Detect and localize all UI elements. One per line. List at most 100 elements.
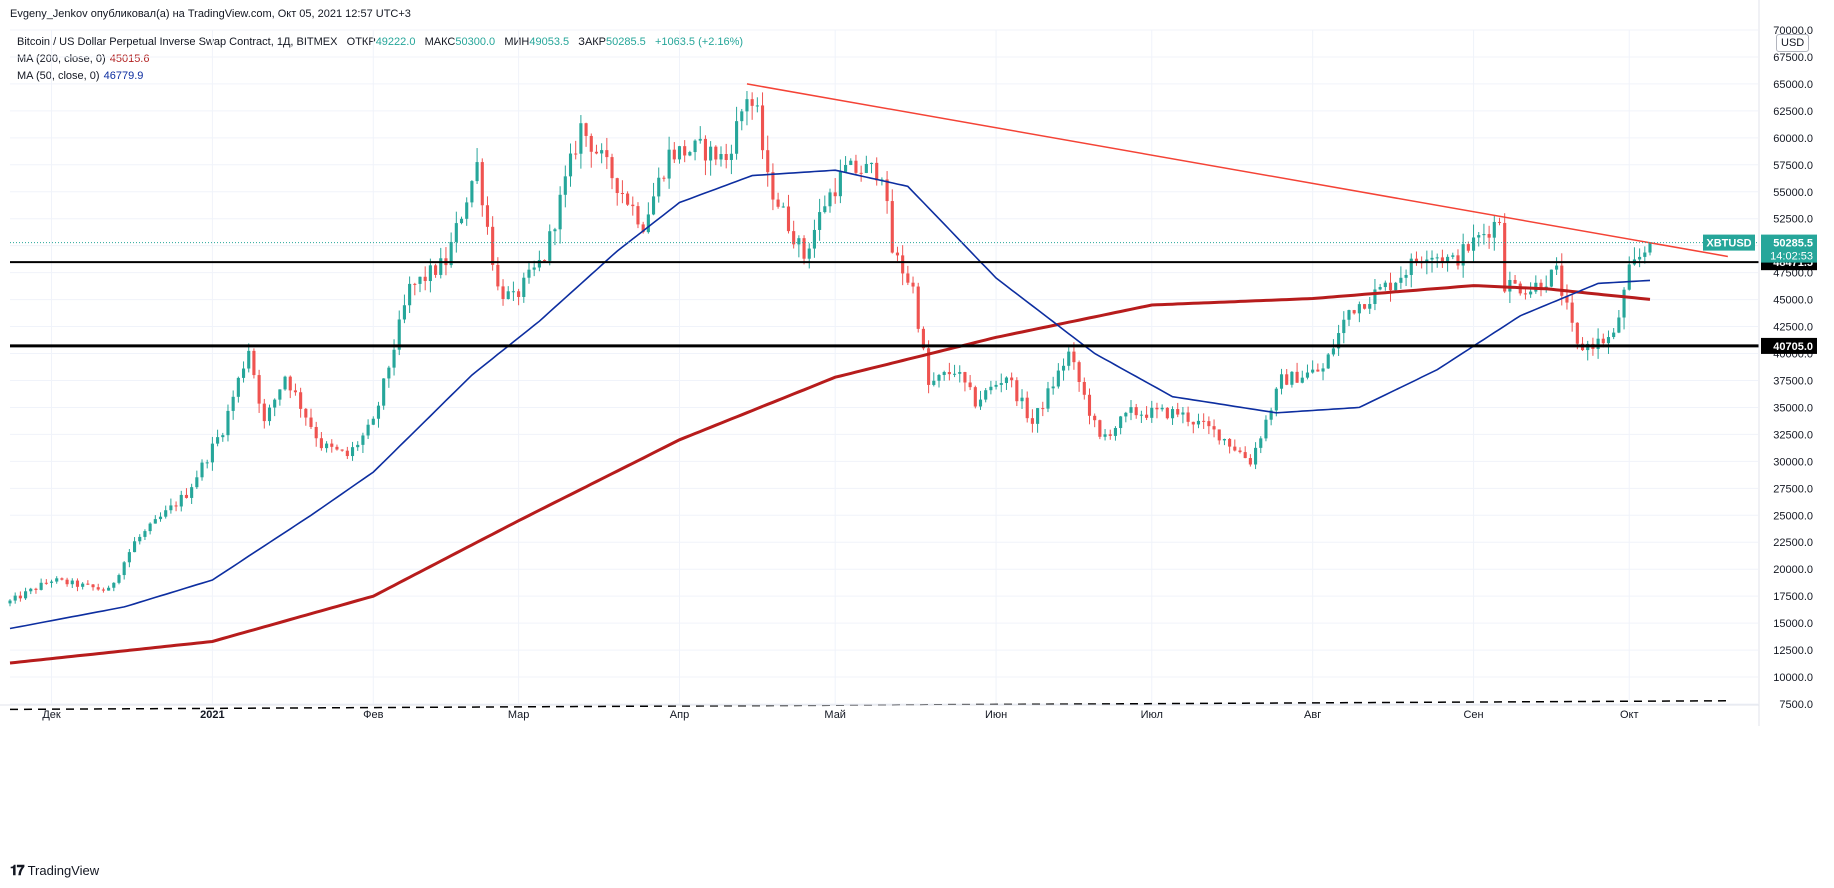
candle-body bbox=[1368, 303, 1372, 309]
indicator-lines bbox=[9, 83, 1759, 711]
candle-body bbox=[8, 600, 12, 604]
candle-body bbox=[1560, 265, 1564, 296]
candle-body bbox=[236, 377, 240, 397]
candle-body bbox=[65, 579, 69, 585]
candle-body bbox=[828, 192, 832, 207]
x-tick-label: Мар bbox=[508, 709, 530, 721]
candle-body bbox=[823, 206, 827, 213]
tradingview-brand[interactable]: 𝟏𝟕 TradingView bbox=[10, 862, 99, 879]
candle-body bbox=[1446, 256, 1450, 263]
candle-body bbox=[1285, 374, 1289, 385]
ma200-line bbox=[9, 284, 1651, 665]
candle-body bbox=[293, 390, 297, 393]
currency-button[interactable]: USD bbox=[1776, 34, 1810, 52]
candle-body bbox=[1461, 244, 1465, 266]
candle-body bbox=[953, 373, 957, 375]
candle-body bbox=[688, 152, 692, 156]
candle-body bbox=[558, 194, 562, 230]
candle-body bbox=[1612, 332, 1616, 338]
ma50-legend-row[interactable]: MA (50, close, 0) 46779.9 bbox=[17, 68, 743, 85]
candle-body bbox=[29, 588, 33, 592]
candle-body bbox=[548, 231, 552, 261]
candle-body bbox=[703, 138, 707, 161]
candle-body bbox=[568, 153, 573, 177]
candle-body bbox=[932, 380, 936, 385]
candle-body bbox=[55, 578, 59, 582]
candle-body bbox=[506, 291, 510, 300]
brand-name: TradingView bbox=[27, 863, 100, 878]
candle-body bbox=[1196, 420, 1201, 425]
candle-body bbox=[376, 405, 381, 419]
candle-body bbox=[579, 123, 583, 154]
close-label: ЗАКР bbox=[578, 36, 607, 48]
candle-body bbox=[153, 519, 157, 524]
candle-body bbox=[724, 153, 728, 160]
candle-body bbox=[1331, 348, 1335, 355]
candle-body bbox=[1036, 408, 1040, 424]
candle-body bbox=[890, 201, 894, 253]
candle-body bbox=[999, 383, 1003, 385]
candle-body bbox=[216, 437, 220, 444]
candle-body bbox=[1471, 237, 1476, 251]
candle-body bbox=[174, 505, 178, 507]
candle-body bbox=[1555, 265, 1559, 270]
candle-body bbox=[1170, 409, 1175, 419]
candle-body bbox=[1311, 369, 1315, 373]
candle-body bbox=[1638, 256, 1642, 260]
candle-body bbox=[895, 252, 900, 256]
candlesticks bbox=[8, 91, 1652, 607]
candle-body bbox=[299, 392, 303, 409]
candle-body bbox=[392, 349, 396, 368]
x-tick-label: Июн bbox=[985, 709, 1007, 721]
candle-body bbox=[91, 584, 95, 588]
y-tick-label: 57500.0 bbox=[1773, 160, 1813, 172]
candle-body bbox=[24, 591, 28, 599]
candle-body bbox=[864, 163, 868, 173]
candle-body bbox=[133, 541, 137, 553]
candle-body bbox=[1010, 377, 1014, 381]
candle-body bbox=[1363, 304, 1367, 309]
candle-body bbox=[1492, 221, 1496, 238]
x-tick-label: Фев bbox=[363, 709, 383, 721]
candle-body bbox=[231, 396, 235, 411]
candle-body bbox=[1134, 407, 1138, 416]
candle-body bbox=[1046, 388, 1050, 409]
candle-body bbox=[1352, 310, 1356, 314]
candle-body bbox=[906, 273, 910, 283]
candle-body bbox=[792, 231, 796, 245]
candle-body bbox=[465, 202, 469, 219]
candle-body bbox=[1383, 282, 1387, 288]
candle-body bbox=[1025, 397, 1029, 419]
candle-body bbox=[1305, 372, 1310, 378]
candle-body bbox=[978, 399, 983, 407]
candle-body bbox=[797, 238, 801, 245]
candle-body bbox=[859, 172, 863, 174]
candle-body bbox=[1264, 419, 1268, 439]
candle-body bbox=[1539, 282, 1543, 290]
candle-body bbox=[543, 259, 547, 261]
ma200-legend-row[interactable]: MA (200, close, 0) 45015.6 bbox=[17, 51, 743, 68]
candle-body bbox=[1596, 338, 1600, 349]
candle-body bbox=[96, 587, 100, 590]
candle-body bbox=[574, 153, 578, 155]
candle-body bbox=[1119, 416, 1123, 429]
candle-body bbox=[605, 150, 609, 158]
candle-body bbox=[657, 177, 661, 197]
candle-body bbox=[677, 146, 682, 160]
y-tick-label: 17500.0 bbox=[1773, 591, 1813, 603]
candle-body bbox=[1124, 412, 1128, 417]
ma50-label: MA (50, close, 0) bbox=[17, 70, 100, 82]
candle-body bbox=[844, 165, 848, 172]
candle-body bbox=[1575, 322, 1579, 344]
candle-body bbox=[335, 446, 339, 450]
candle-body bbox=[221, 435, 225, 438]
y-tick-label: 60000.0 bbox=[1773, 133, 1813, 145]
candle-body bbox=[537, 259, 541, 268]
x-tick-label: 2021 bbox=[200, 709, 224, 721]
candle-body bbox=[1565, 295, 1569, 303]
candle-body bbox=[1570, 302, 1574, 323]
symbol-tag-box bbox=[1703, 234, 1755, 251]
candle-body bbox=[838, 171, 842, 197]
